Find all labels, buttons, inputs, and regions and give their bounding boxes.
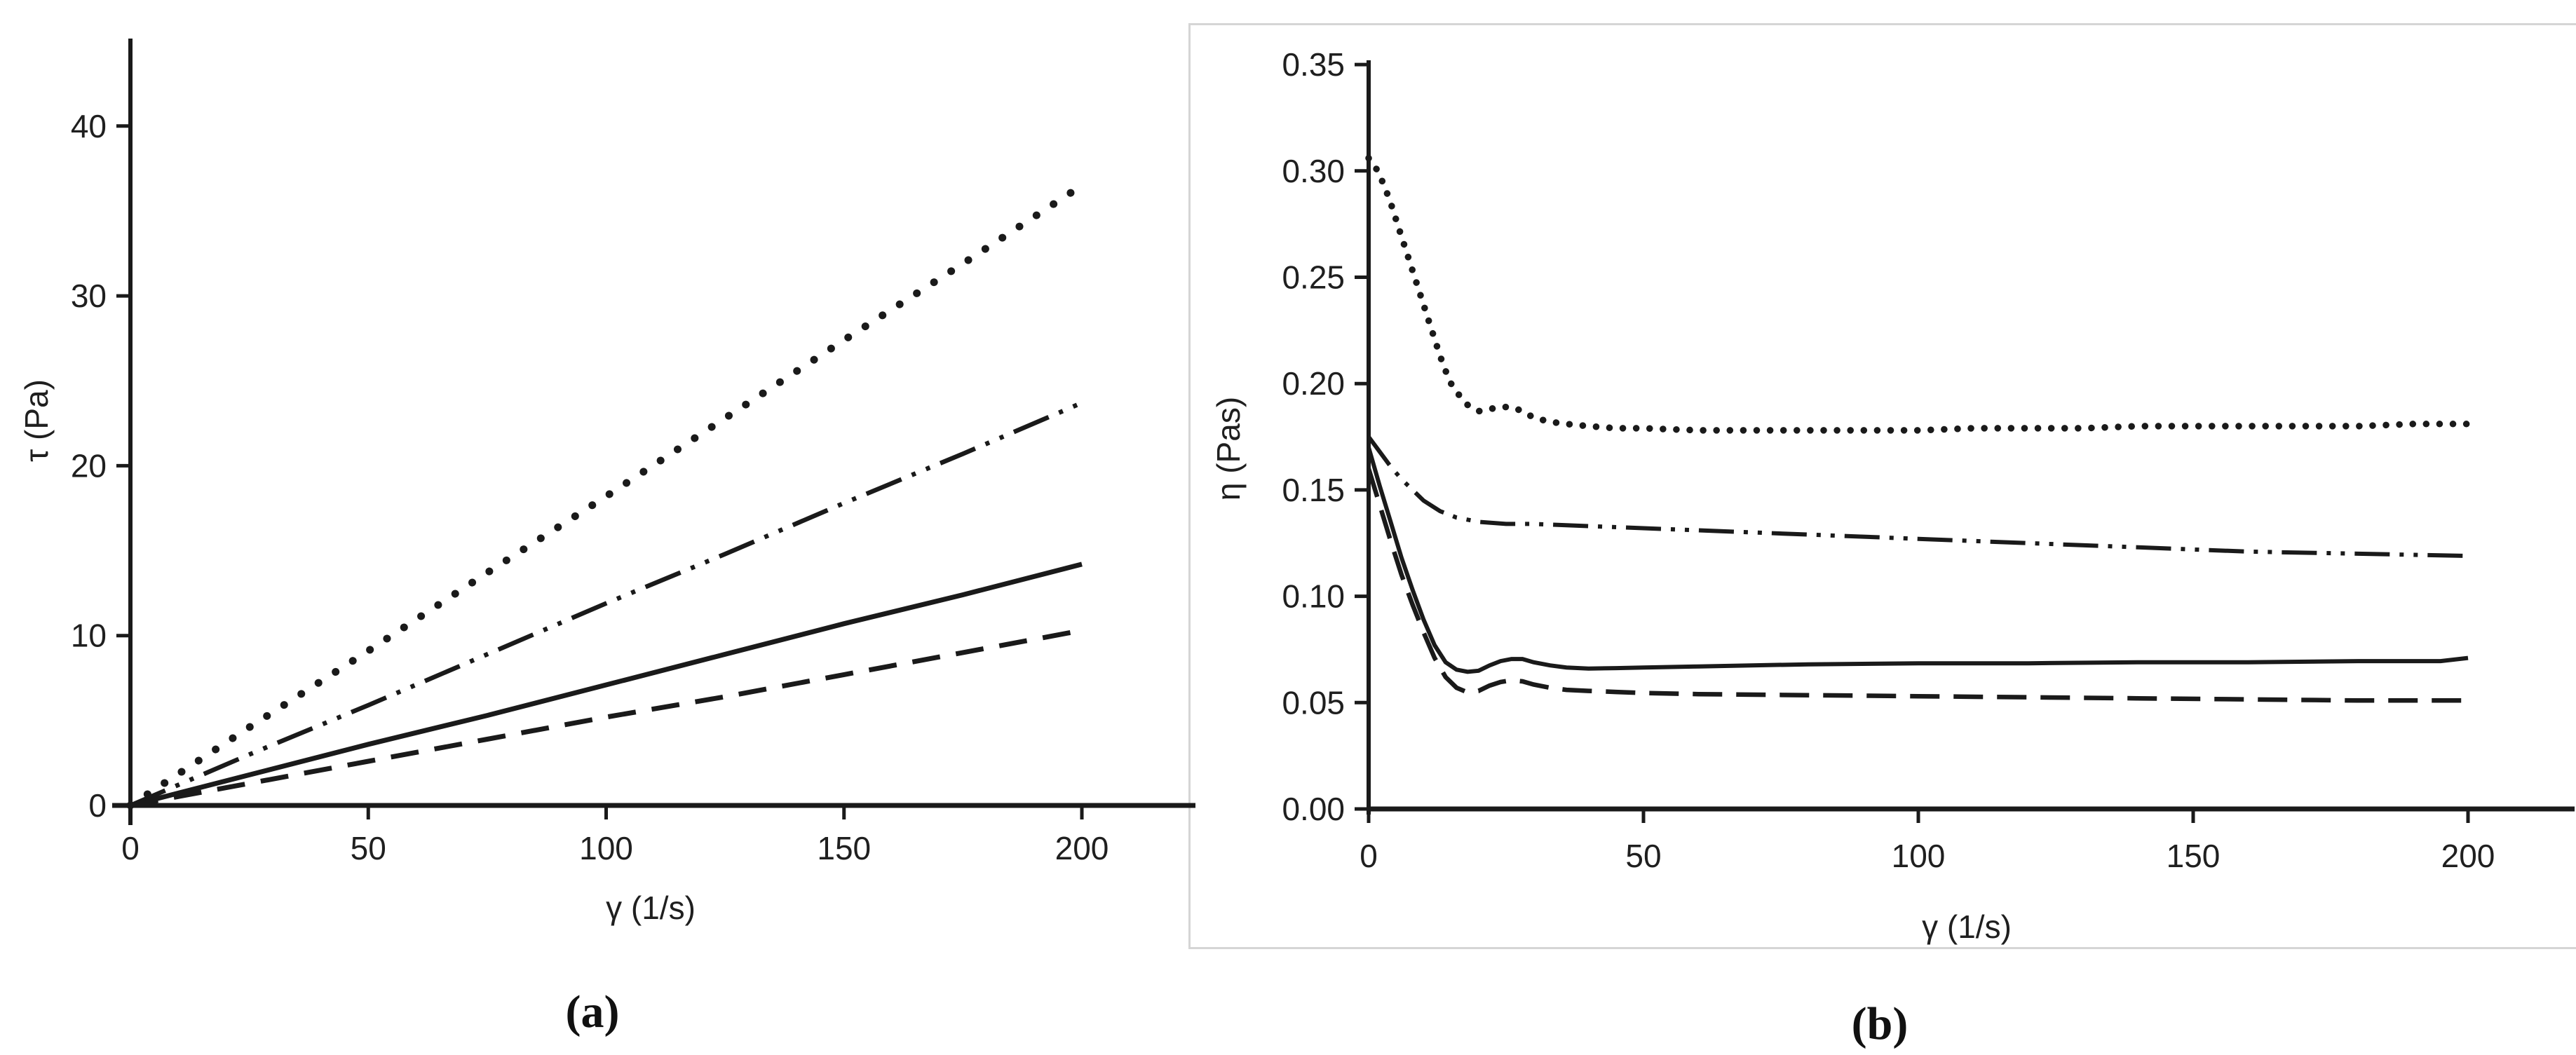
chart-a-y-tick-label: 30 <box>71 278 107 314</box>
panel-b-border-top <box>1188 23 2576 25</box>
chart-a-series-solid <box>130 561 1083 808</box>
chart-a-series-dash-dot-dot <box>129 400 1083 808</box>
chart-a-series-dotted <box>126 182 1086 810</box>
chart-a-y-tick-label: 0 <box>88 787 107 824</box>
chart-a-x-axis-label: γ (1/s) <box>606 890 696 926</box>
chart-b-series-dotted <box>1365 154 2472 434</box>
chart-b-x-tick-label: 0 <box>1360 838 1378 874</box>
chart-b-x-axis-label: γ (1/s) <box>1922 908 2012 945</box>
caption-panel-a: (a) <box>565 986 620 1037</box>
chart-b-x-tick-label: 150 <box>2167 838 2221 874</box>
chart-b-y-tick-label: 0.00 <box>1282 791 1345 827</box>
panel-b-border-left <box>1188 23 1191 948</box>
chart-a-x-tick-label: 100 <box>579 830 633 866</box>
chart-b-x-tick-label: 50 <box>1625 838 1661 874</box>
panel-b-border-bottom <box>1188 947 2576 949</box>
chart-b-y-axis-label: η (Pas) <box>1210 396 1247 501</box>
chart-a-series-dashed <box>130 627 1083 808</box>
chart-b-x-tick-label: 100 <box>1892 838 1946 874</box>
chart-b-y-tick-label: 0.30 <box>1282 153 1345 189</box>
chart-a-y-tick-label: 20 <box>71 447 107 484</box>
chart-b-y-tick-label: 0.20 <box>1282 365 1345 402</box>
chart-a-x-tick-label: 200 <box>1055 830 1109 866</box>
chart-b-y-tick-label: 0.35 <box>1282 46 1345 83</box>
chart-b-series-solid <box>1367 447 2469 674</box>
chart-b-x-tick-label: 200 <box>2441 838 2495 874</box>
chart-b-y-tick-label: 0.05 <box>1282 684 1345 721</box>
chart-a-x-tick-label: 50 <box>351 830 386 866</box>
caption-panel-b: (b) <box>1851 998 1909 1049</box>
chart-a-y-axis-label: τ (Pa) <box>18 379 55 462</box>
chart-b-series-dashed <box>1366 468 2468 703</box>
chart-a-y-tick-label: 40 <box>71 108 107 144</box>
chart-b-series-dash-dot-dot <box>1367 435 2469 558</box>
chart-a-x-tick-label: 0 <box>121 830 140 866</box>
chart-a-y-tick-label: 10 <box>71 618 107 654</box>
chart-b-y-tick-label: 0.10 <box>1282 578 1345 615</box>
chart-b-y-tick-label: 0.15 <box>1282 472 1345 508</box>
chart-b-y-tick-label: 0.25 <box>1282 259 1345 296</box>
chart-a-x-tick-label: 150 <box>817 830 871 866</box>
